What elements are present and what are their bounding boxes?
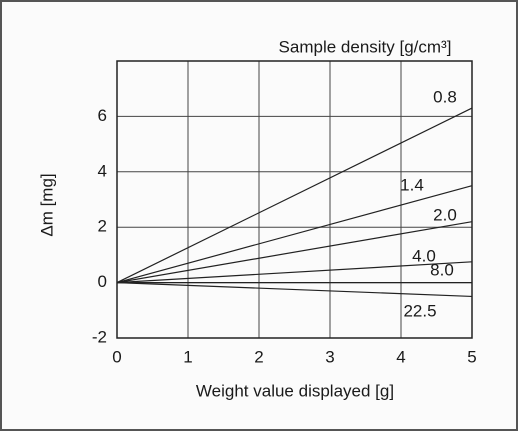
y-axis-label: Δm [mg]: [37, 173, 56, 236]
series-label: 0.8: [433, 87, 457, 106]
series-label: 2.0: [433, 205, 457, 224]
series-line: [116, 107, 473, 284]
y-tick-label: -2: [92, 327, 107, 346]
x-tick-label: 1: [183, 347, 192, 366]
series-label: 8.0: [430, 260, 454, 279]
x-tick-label: 2: [254, 347, 263, 366]
series-label: 4.0: [412, 246, 436, 265]
series-line: [116, 261, 473, 284]
series-line: [116, 282, 473, 298]
x-tick-label: 5: [467, 347, 476, 366]
y-tick-label: 6: [98, 106, 107, 125]
x-tick-label: 0: [112, 347, 121, 366]
y-tick-label: 0: [98, 272, 107, 291]
series-label: 22.5: [403, 301, 436, 320]
series-label: 1.4: [400, 175, 424, 194]
y-tick-label: 4: [98, 161, 107, 180]
series-line: [116, 221, 473, 284]
plot-frame: [116, 60, 473, 339]
series-line: [116, 185, 473, 284]
x-tick-label: 4: [396, 347, 405, 366]
x-axis-label: Weight value displayed [g]: [196, 381, 394, 400]
y-tick-label: 2: [98, 217, 107, 236]
legend-title: Sample density [g/cm³]: [279, 37, 452, 56]
x-tick-label: 3: [325, 347, 334, 366]
